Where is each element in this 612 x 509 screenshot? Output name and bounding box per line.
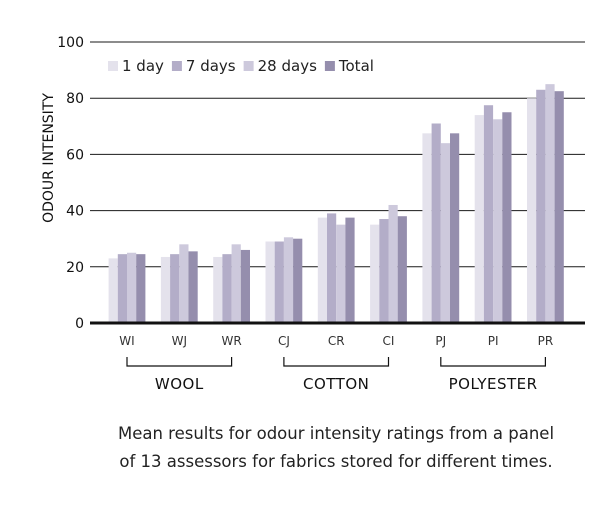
bar-PI-28-days [493, 119, 503, 324]
legend: 1 day 7 days 28 days Total [108, 57, 374, 75]
bar-WR-1-day [213, 256, 223, 323]
group-label-polyester: POLYESTER [449, 375, 538, 393]
bar-CJ-28-days [283, 237, 294, 323]
bar-WR-Total [240, 249, 250, 323]
bar-WJ-28-days [179, 244, 189, 323]
bar-CI-Total [397, 216, 407, 323]
caption-line-2: of 13 assessors for fabrics stored for d… [119, 452, 553, 471]
bar-PJ-7-days [431, 123, 441, 324]
bar-CR-28-days [336, 224, 346, 323]
bar-CJ-7-days [274, 241, 284, 323]
x-tick-label: PR [538, 334, 554, 348]
x-tick-label: WI [119, 334, 134, 348]
legend-swatch [171, 61, 182, 71]
bar-WI-28-days [127, 252, 137, 323]
bar-CI-28-days [388, 204, 398, 323]
bar-CR-7-days [327, 213, 337, 323]
bar-CJ-Total [293, 238, 303, 323]
bar-PJ-28-days [440, 143, 450, 323]
bar-WR-7-days [222, 254, 232, 323]
y-tick-label: 0 [75, 316, 84, 332]
bar-CR-1-day [317, 217, 327, 323]
legend-swatch [243, 61, 254, 71]
bar-CI-7-days [379, 219, 389, 323]
group-label-wool: WOOL [155, 375, 204, 393]
bar-CR-Total [345, 217, 355, 323]
group-bracket-wool [126, 357, 233, 367]
figure-caption: Mean results for odour intensity ratings… [60, 420, 612, 476]
bar-CI-1-day [370, 224, 380, 323]
bar-WI-1-day [108, 258, 118, 323]
caption-line-1: Mean results for odour intensity ratings… [117, 424, 555, 443]
legend-label: Total [338, 57, 374, 75]
bar-WJ-Total [188, 251, 198, 323]
group-label-cotton: COTTON [303, 375, 369, 393]
y-tick-label: 100 [57, 35, 84, 51]
bar-WI-Total [136, 254, 146, 323]
legend-swatch [108, 61, 118, 71]
bar-chart: 0 20 40 60 80 100 WI WJ WR CJ CR CI PJ PI PR WOOL COTTON… [41, 35, 585, 393]
x-tick-label: CR [328, 334, 345, 348]
bar-PR-Total [554, 91, 564, 323]
bar-WI-7-days [117, 254, 127, 323]
bar-PR-7-days [536, 89, 546, 324]
bar-PR-1-day [527, 98, 537, 323]
bar-PJ-1-day [422, 133, 432, 323]
x-tick-label: PI [488, 334, 499, 348]
bar-WR-28-days [231, 244, 241, 323]
group-bracket-polyester [440, 357, 546, 367]
x-tick-label: WR [221, 334, 241, 348]
legend-label: 28 days [258, 57, 317, 75]
bar-PR-28-days [545, 84, 555, 324]
y-axis-label: ODOUR INTENSITY [41, 93, 57, 223]
group-bracket-cotton [283, 357, 390, 367]
bar-WJ-1-day [160, 256, 171, 323]
y-tick-label: 80 [66, 91, 84, 107]
bar-PI-7-days [483, 105, 494, 323]
bar-PI-Total [502, 112, 512, 323]
legend-swatch [324, 61, 335, 71]
x-tick-label: WJ [172, 334, 187, 348]
bars [108, 84, 564, 324]
legend-label: 1 day [122, 57, 164, 75]
y-tick-label: 40 [66, 204, 84, 220]
bar-WJ-7-days [170, 254, 180, 323]
x-tick-label: PJ [435, 334, 446, 348]
legend-label: 7 days [186, 57, 236, 75]
x-tick-label: CJ [278, 334, 290, 348]
y-tick-label: 60 [66, 147, 84, 163]
bar-CJ-1-day [265, 241, 275, 323]
x-tick-label: CI [383, 334, 395, 348]
bar-PI-1-day [474, 115, 484, 323]
bar-PJ-Total [450, 133, 460, 323]
axes: 0 20 40 60 80 100 WI WJ WR CJ CR CI PJ PI PR WOOL COTTON… [57, 35, 585, 393]
y-tick-label: 20 [66, 260, 84, 276]
